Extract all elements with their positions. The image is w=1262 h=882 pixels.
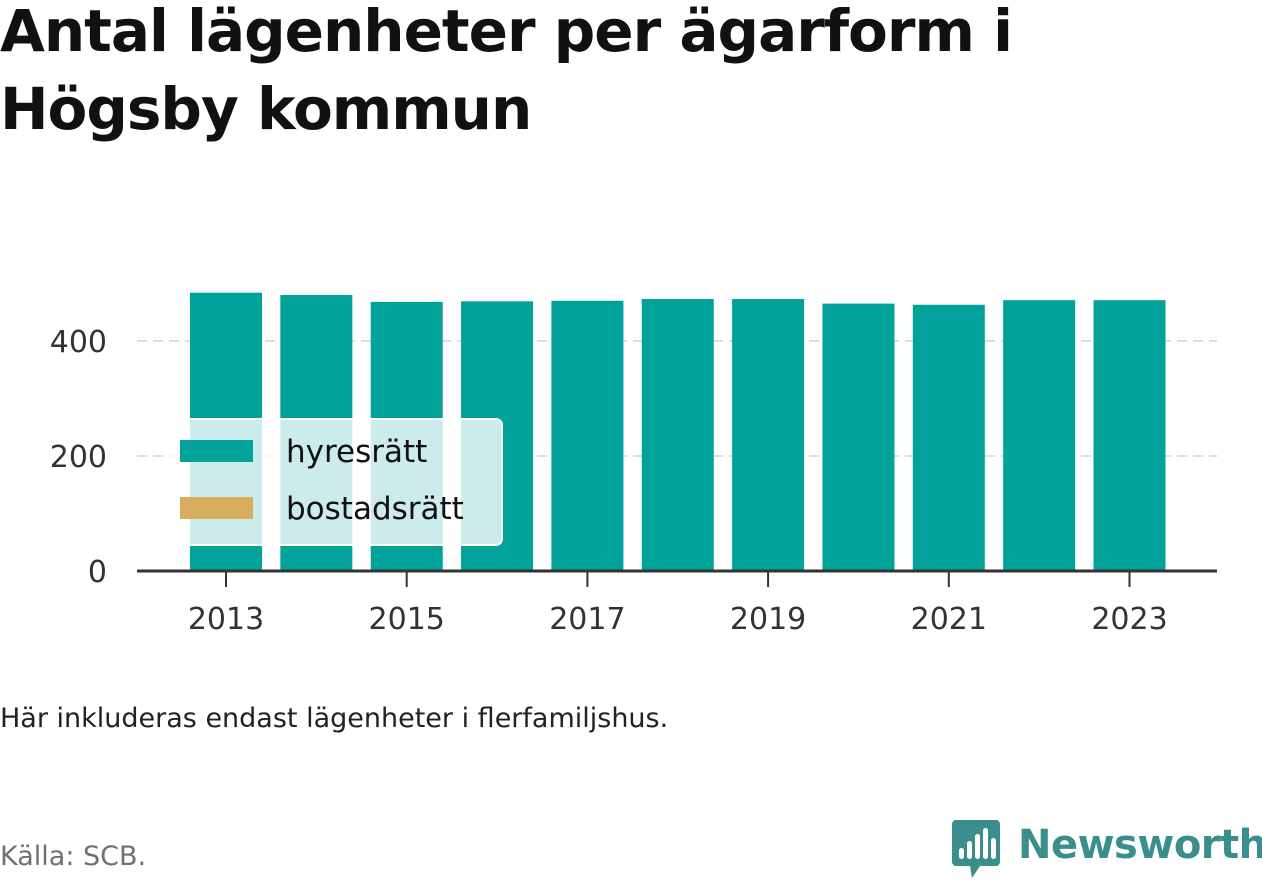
legend-swatch-bostadsrätt bbox=[180, 497, 253, 519]
legend-label-bostadsrätt: bostadsrätt bbox=[286, 491, 464, 527]
chart-note: Här inkluderas endast lägenheter i flerf… bbox=[0, 703, 669, 734]
source-text: Källa: SCB. bbox=[0, 841, 147, 872]
y-axis-tick-labels: 0 200 400 bbox=[50, 325, 107, 590]
x-tick-label: 2015 bbox=[369, 602, 445, 637]
bar-hyresrätt-2021 bbox=[912, 304, 985, 571]
bar-hyresrätt-2020 bbox=[822, 303, 895, 571]
bar-hyresrätt-2023 bbox=[1093, 300, 1166, 571]
bar-chart: 0 200 400 2013 2015 2017 2019 2021 2023 hyresrä… bbox=[50, 292, 1217, 637]
brand-name: Newsworthy bbox=[1018, 822, 1262, 868]
newsworthy-bar-chart-icon bbox=[952, 820, 1000, 878]
x-tick-label: 2019 bbox=[730, 602, 806, 637]
bar-hyresrätt-2019 bbox=[732, 299, 805, 571]
y-tick-label: 400 bbox=[50, 325, 107, 360]
x-axis-ticks: 2013 2015 2017 2019 2021 2023 bbox=[188, 571, 1168, 637]
bar-hyresrätt-2018 bbox=[641, 299, 714, 571]
x-tick-label: 2023 bbox=[1091, 602, 1167, 637]
x-tick-label: 2021 bbox=[911, 602, 987, 637]
x-tick-label: 2013 bbox=[188, 602, 264, 637]
y-tick-label: 0 bbox=[88, 555, 107, 590]
legend-swatch-hyresrätt bbox=[180, 440, 253, 462]
y-tick-label: 200 bbox=[50, 440, 107, 475]
legend-label-hyresrätt: hyresrätt bbox=[286, 434, 427, 470]
x-tick-label: 2017 bbox=[549, 602, 625, 637]
bar-hyresrätt-2022 bbox=[1003, 300, 1076, 571]
newsworthy-logo: Newsworthy bbox=[950, 818, 1262, 882]
legend: hyresrätt bostadsrätt bbox=[163, 418, 503, 546]
bar-hyresrätt-2017 bbox=[551, 300, 624, 571]
chart-title: Antal lägenheter per ägarform i Högsby k… bbox=[0, 0, 1013, 143]
